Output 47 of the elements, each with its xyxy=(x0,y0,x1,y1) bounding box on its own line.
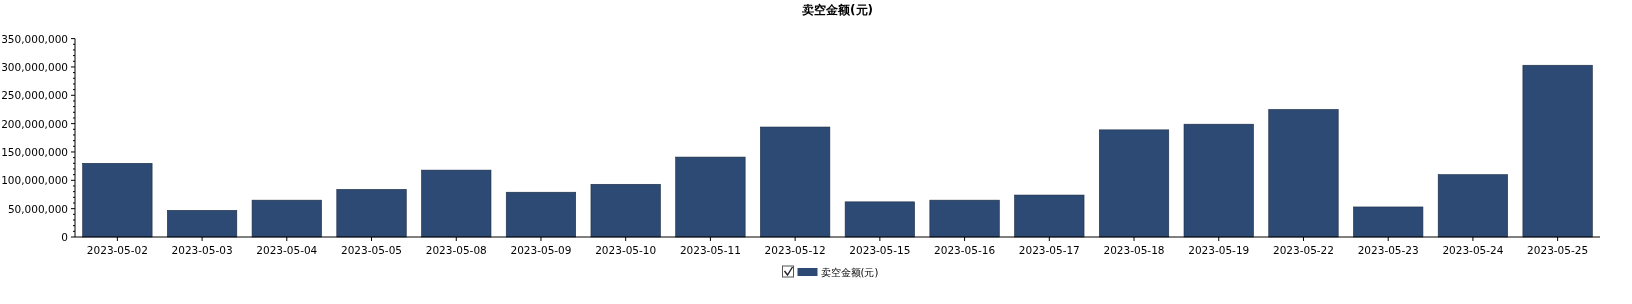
x-tick-label: 2023-05-25 xyxy=(1527,244,1589,256)
bar xyxy=(421,169,492,238)
bar xyxy=(251,199,322,238)
x-tick-label: 2023-05-18 xyxy=(1103,244,1165,256)
x-tick-label: 2023-05-08 xyxy=(425,244,487,256)
bar xyxy=(1268,109,1339,238)
x-tick-label: 2023-05-23 xyxy=(1357,244,1419,256)
x-tick-label: 2023-05-03 xyxy=(171,244,233,256)
y-tick-label: 350,000,000 xyxy=(1,32,68,45)
x-tick-label: 2023-05-22 xyxy=(1272,244,1334,256)
legend: 卖空金额(元) xyxy=(782,265,879,278)
x-tick-label: 2023-05-24 xyxy=(1442,244,1504,256)
y-tick-label: 250,000,000 xyxy=(1,89,68,102)
bar xyxy=(1014,194,1085,238)
bar xyxy=(82,163,153,238)
bar xyxy=(1522,64,1593,238)
bar xyxy=(336,189,407,238)
x-tick-label: 2023-05-15 xyxy=(849,244,911,256)
y-tick-label: 100,000,000 xyxy=(1,174,68,187)
bar xyxy=(167,210,238,238)
x-tick-label: 2023-05-10 xyxy=(595,244,657,256)
x-tick-label: 2023-05-16 xyxy=(934,244,996,256)
bar xyxy=(760,126,831,238)
y-tick-label: 50,000,000 xyxy=(7,202,68,215)
bar xyxy=(1098,129,1170,238)
y-tick-label: 200,000,000 xyxy=(1,117,68,130)
x-tick-label: 2023-05-09 xyxy=(510,244,572,256)
bar xyxy=(590,183,661,238)
bar xyxy=(1437,174,1508,238)
bar xyxy=(1183,123,1254,238)
x-tick-label: 2023-05-17 xyxy=(1018,244,1080,256)
x-tick-label: 2023-05-04 xyxy=(256,244,318,256)
x-tick-label: 2023-05-11 xyxy=(679,244,741,256)
bar xyxy=(929,199,1000,238)
bar xyxy=(1353,206,1424,238)
x-tick-label: 2023-05-02 xyxy=(86,244,148,256)
bar xyxy=(675,156,746,238)
y-tick-label: 150,000,000 xyxy=(1,145,68,158)
bar xyxy=(844,201,915,238)
chart-title: 卖空金额(元) xyxy=(802,3,873,17)
x-tick-label: 2023-05-12 xyxy=(764,244,826,256)
x-tick-label: 2023-05-19 xyxy=(1188,244,1250,256)
y-tick-label: 0 xyxy=(61,231,68,243)
x-tick-label: 2023-05-05 xyxy=(341,244,403,256)
y-tick-label: 300,000,000 xyxy=(1,60,68,73)
legend-label: 卖空金额(元) xyxy=(820,267,879,278)
bar xyxy=(505,191,577,238)
